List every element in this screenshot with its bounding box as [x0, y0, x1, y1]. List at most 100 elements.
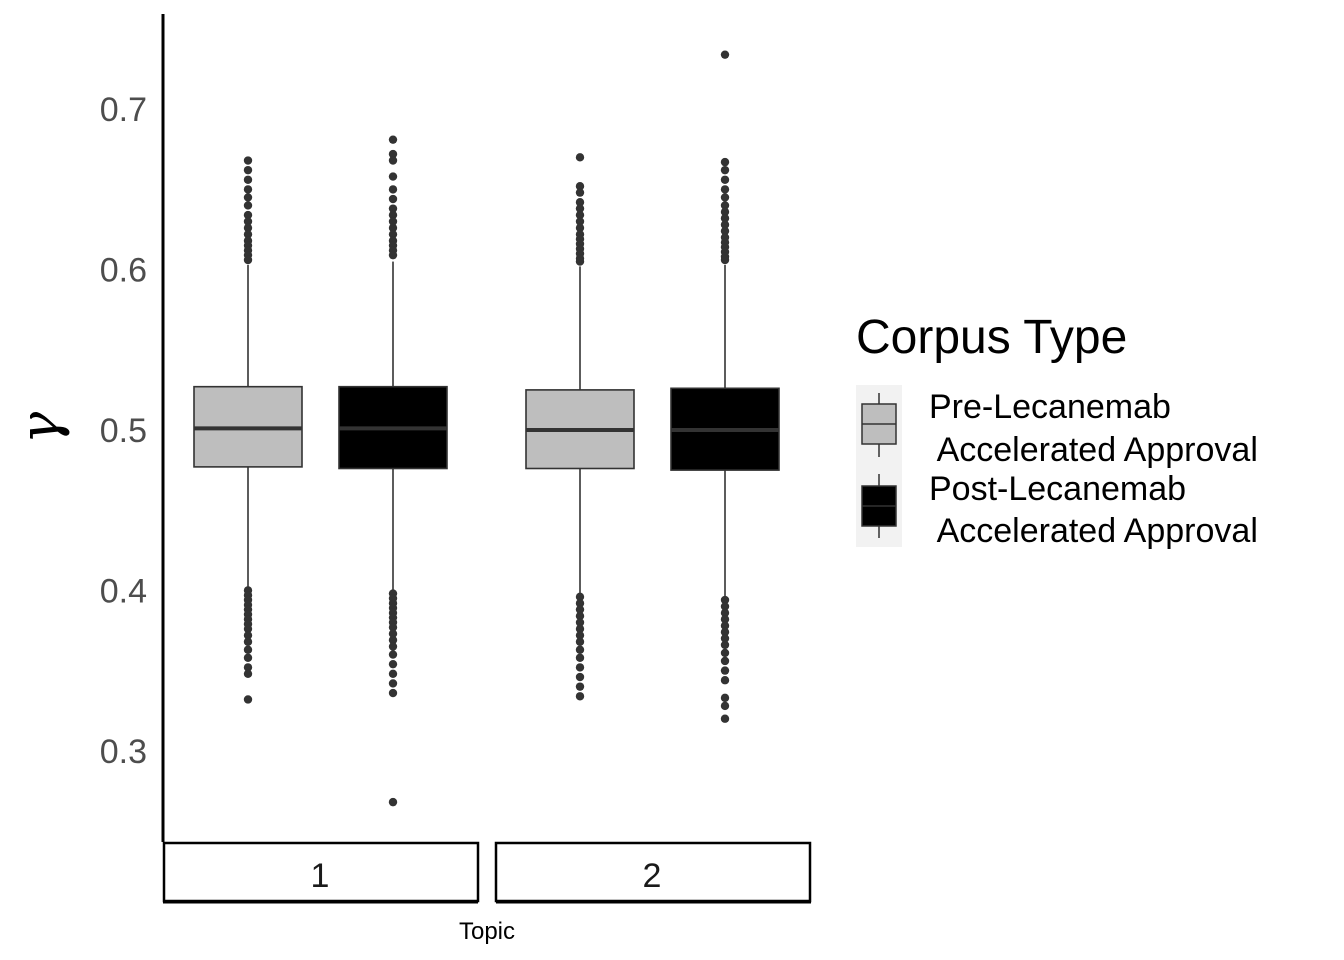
box-pre-topic-1 [193, 156, 303, 704]
y-axis-ticks: 0.3 0.4 0.5 0.6 0.7 [100, 91, 147, 771]
outlier-point [388, 679, 398, 688]
outlier-point [720, 157, 730, 167]
outlier-point [575, 653, 585, 662]
outlier-point [388, 194, 398, 204]
outlier-point [243, 175, 253, 184]
outlier-point [243, 223, 253, 233]
legend-label-post-line2: Accelerated Approval [929, 512, 1258, 550]
outlier-point [243, 645, 253, 654]
outlier-point [243, 637, 253, 646]
legend-label-post-line1: Post-Lecanemab [929, 470, 1186, 508]
outlier-point [720, 175, 730, 184]
outlier-point [720, 666, 730, 675]
outlier-point [388, 230, 398, 239]
legend-title: Corpus Type [856, 311, 1127, 364]
box-post-topic-1 [338, 135, 448, 807]
outlier-point [388, 797, 398, 807]
outlier-point [720, 226, 730, 236]
outlier-point [243, 663, 253, 672]
outlier-point [575, 663, 585, 672]
facet-strip-1 [162, 841, 480, 903]
outlier-point [388, 629, 398, 638]
outlier-point [720, 595, 730, 605]
outlier-point [575, 210, 585, 220]
outlier-point [720, 640, 730, 650]
box-post-topic-2 [670, 50, 780, 723]
outlier-point [575, 682, 585, 691]
outlier-point [720, 608, 730, 618]
outlier-point [388, 642, 398, 651]
outlier-point [388, 156, 398, 165]
outlier-point [575, 257, 585, 266]
plot-marks [193, 50, 780, 807]
facet-strip-2-label: 2 [643, 857, 662, 895]
outlier-point [388, 185, 398, 194]
x-axis-label: Topic [459, 918, 515, 945]
outlier-point [575, 605, 585, 614]
outlier-point [388, 204, 398, 213]
outlier-point [388, 223, 398, 233]
outlier-point [575, 624, 585, 634]
outlier-point [720, 621, 730, 630]
outlier-point [575, 692, 585, 701]
outlier-point [575, 204, 585, 213]
outlier-point [243, 695, 253, 704]
y-tick-label: 0.5 [100, 412, 147, 450]
outlier-point [720, 602, 730, 611]
outlier-point [720, 615, 730, 624]
legend-key-post [861, 474, 897, 538]
y-tick-label: 0.4 [100, 572, 147, 610]
legend-label-pre-line1: Pre-Lecanemab [929, 388, 1171, 426]
outlier-point [720, 634, 730, 643]
outlier-point [720, 193, 730, 202]
outlier-point [243, 185, 253, 194]
outlier-point [388, 135, 398, 144]
outlier-point [388, 217, 398, 226]
outlier-point [243, 230, 253, 239]
facet-strip-2 [494, 841, 812, 903]
outlier-point [243, 165, 253, 175]
outlier-point [575, 645, 585, 654]
outlier-point [720, 165, 730, 175]
outlier-point [575, 672, 585, 682]
outlier-point [388, 623, 398, 632]
outlier-point [243, 255, 253, 265]
outlier-point [575, 611, 585, 621]
outlier-point [575, 618, 585, 627]
outlier-point [243, 631, 253, 640]
outlier-point [720, 214, 730, 223]
outlier-point [575, 592, 585, 602]
legend-label-pre-line2: Accelerated Approval [929, 431, 1258, 469]
outlier-point [243, 156, 253, 165]
y-tick-label: 0.7 [100, 91, 147, 129]
outlier-point [720, 50, 730, 59]
outlier-point [720, 693, 730, 703]
outlier-point [720, 656, 730, 666]
y-axis-label: γ [8, 411, 71, 444]
outlier-point [720, 627, 730, 637]
outlier-point [243, 669, 253, 679]
outlier-point [720, 220, 730, 229]
outlier-point [388, 172, 398, 181]
outlier-point [243, 193, 253, 202]
outlier-point [388, 669, 398, 679]
outlier-point [388, 650, 398, 659]
outlier-point [388, 250, 398, 260]
outlier-point [720, 201, 730, 210]
legend-key-pre [861, 393, 897, 457]
outlier-point [388, 635, 398, 645]
outlier-point [575, 223, 585, 233]
outlier-point [720, 255, 730, 265]
outlier-point [388, 688, 398, 698]
outlier-point [243, 201, 253, 210]
outlier-point [243, 624, 253, 634]
outlier-point [720, 714, 730, 723]
outlier-point [575, 599, 585, 608]
outlier-point [388, 659, 398, 669]
outlier-point [720, 185, 730, 194]
facet-strip-1-label: 1 [311, 857, 330, 895]
outlier-point [243, 653, 253, 662]
outlier-point [388, 149, 398, 159]
outlier-point [720, 207, 730, 217]
outlier-point [243, 210, 253, 220]
